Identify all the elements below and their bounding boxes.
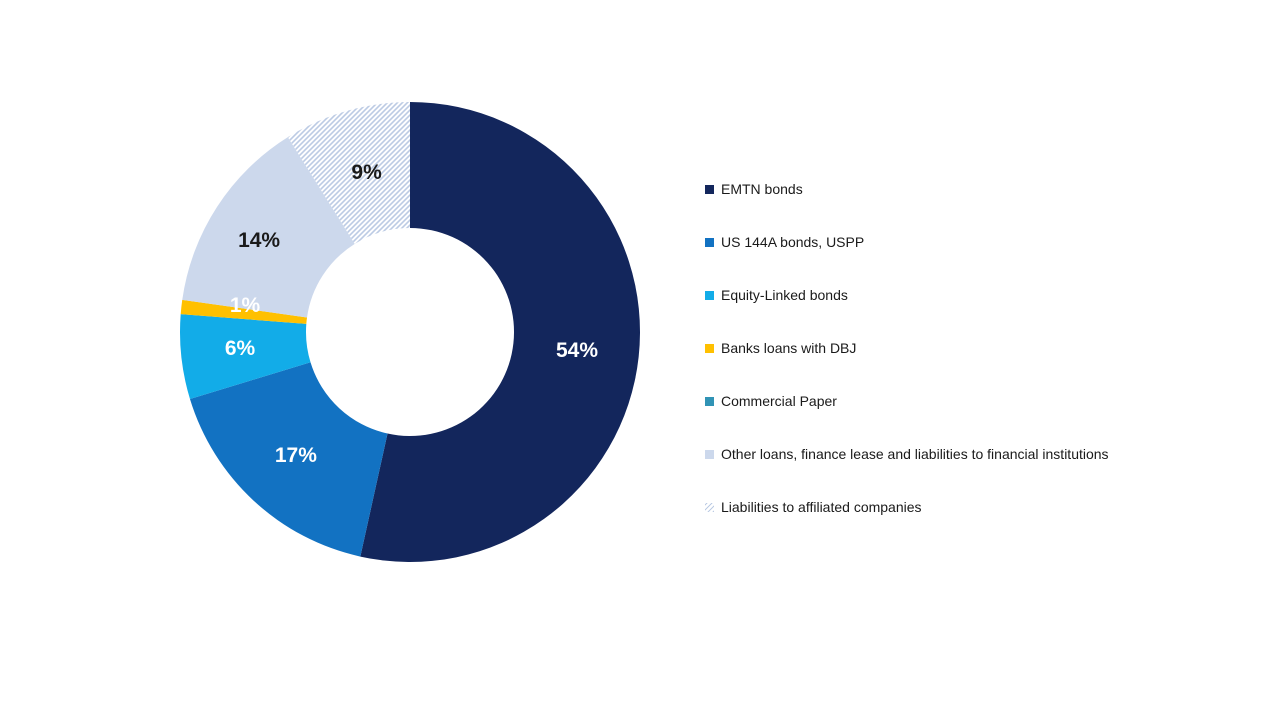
legend-item-banks-loans-with-dbj: Banks loans with DBJ: [705, 341, 1109, 355]
legend-label: EMTN bonds: [721, 181, 803, 197]
legend-item-commercial-paper: Commercial Paper: [705, 394, 1109, 408]
legend-label: Equity-Linked bonds: [721, 287, 848, 303]
pie-slice-emtn-bonds: [360, 102, 641, 562]
pie-slice-us-144a-bonds-uspp: [189, 362, 388, 557]
legend-label: US 144A bonds, USPP: [721, 234, 865, 250]
legend-item-other-loans-finance-lease-and-liabilitie: Other loans, finance lease and liabiliti…: [705, 447, 1109, 461]
legend-color-swatch: [705, 449, 714, 459]
pie-slice-equity-linked-bonds: [180, 314, 311, 399]
legend-hatch-swatch: [705, 502, 714, 512]
donut-percent-labels: 54% 17% 6% 1% 14% 9%: [225, 161, 599, 467]
donut-slices: [180, 102, 641, 562]
legend-color-swatch: [705, 290, 714, 300]
legend-color-swatch: [705, 343, 714, 353]
legend-color-swatch: [705, 396, 714, 406]
pie-slice-other-loans-finance-lease-and-liabilitie: [182, 137, 355, 318]
slice-value-label-emtn-bonds: 54%: [556, 339, 598, 362]
legend-item-emtn-bonds: EMTN bonds: [705, 182, 1109, 196]
legend-label: Other loans, finance lease and liabiliti…: [721, 446, 1109, 462]
legend-item-liabilities-to-affiliated-companies: Liabilities to affiliated companies: [705, 500, 1109, 514]
legend-item-equity-linked-bonds: Equity-Linked bonds: [705, 288, 1109, 302]
chart-legend: EMTN bonds US 144A bonds, USPP Equity-Link…: [705, 182, 1109, 553]
legend-label: Commercial Paper: [721, 393, 837, 409]
legend-color-swatch: [705, 184, 714, 194]
pie-slice-liabilities-to-affiliated-companies: [287, 102, 410, 244]
slice-value-label-liabilities-to-affiliated-companies: 9%: [351, 161, 382, 184]
pie-slice-banks-loans-with-dbj: [180, 299, 308, 324]
slice-value-label-us-144a-bonds-uspp: 17%: [275, 444, 317, 467]
slice-value-label-equity-linked-bonds: 6%: [225, 337, 256, 360]
slice-value-label-other-loans-finance-lease-and-liabilitie: 14%: [238, 229, 280, 252]
legend-color-swatch: [705, 237, 714, 247]
legend-label: Liabilities to affiliated companies: [721, 499, 922, 515]
legend-item-us-144a-bonds-uspp: US 144A bonds, USPP: [705, 235, 1109, 249]
legend-label: Banks loans with DBJ: [721, 340, 857, 356]
slice-value-label-banks-loans-with-dbj: 1%: [230, 294, 261, 317]
